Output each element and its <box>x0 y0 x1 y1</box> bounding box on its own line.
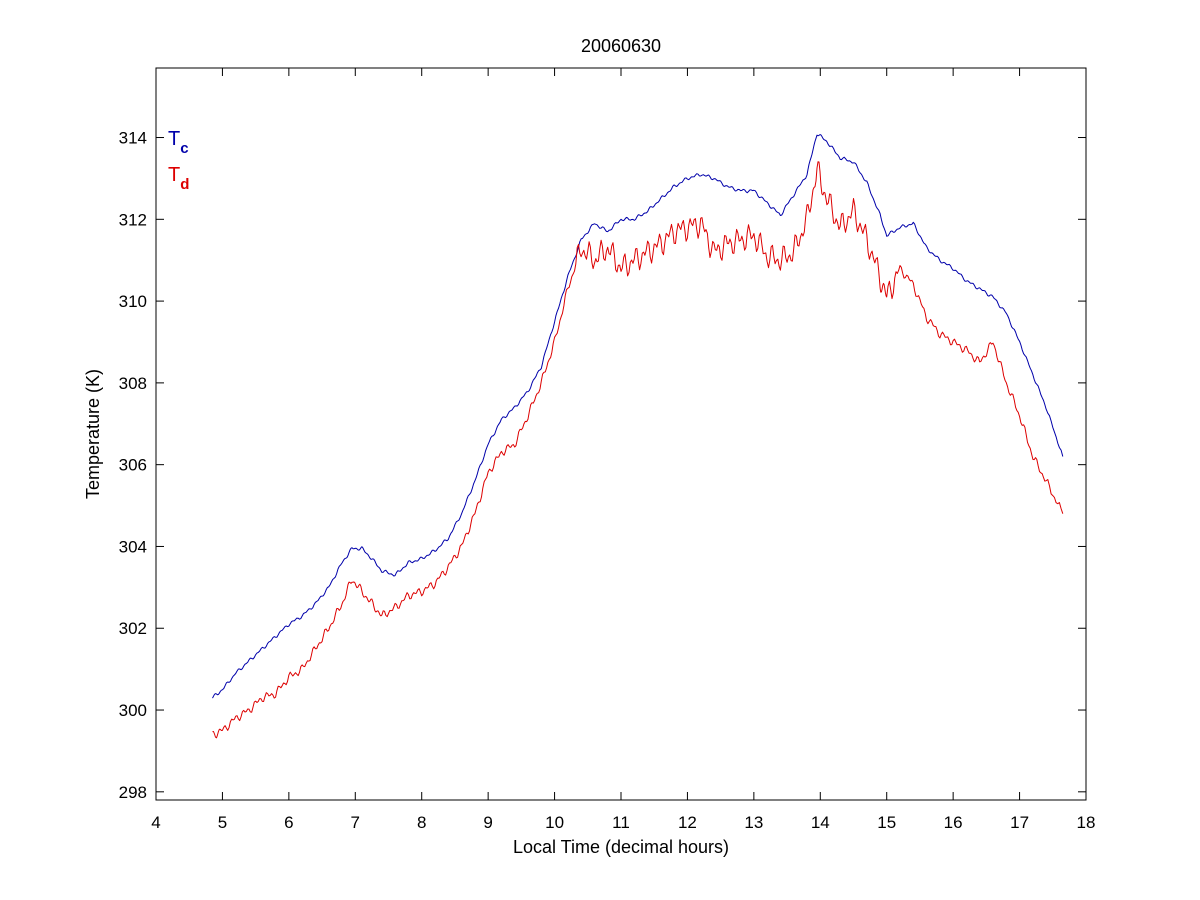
y-tick-label: 308 <box>119 374 147 393</box>
legend-td-symbol: T <box>168 164 180 186</box>
x-axis-ticks: 4 5 6 7 8 9 10 11 12 13 14 15 16 17 18 <box>151 68 1095 832</box>
x-tick-label: 4 <box>151 813 160 832</box>
legend-item-td: Td <box>168 164 189 193</box>
plot-area <box>212 134 1064 739</box>
legend-tc-symbol: T <box>168 128 180 150</box>
y-axis-ticks: 298 300 302 304 306 308 310 312 314 <box>119 129 1086 802</box>
x-tick-label: 10 <box>545 813 564 832</box>
legend-tc-subscript: c <box>180 140 188 157</box>
x-tick-label: 14 <box>811 813 830 832</box>
x-tick-label: 9 <box>483 813 492 832</box>
series-line-tc <box>212 134 1064 699</box>
x-tick-label: 6 <box>284 813 293 832</box>
x-tick-label: 7 <box>351 813 360 832</box>
y-tick-label: 302 <box>119 619 147 638</box>
y-axis-title: Temperature (K) <box>83 369 103 499</box>
y-tick-label: 300 <box>119 701 147 720</box>
y-tick-label: 312 <box>119 210 147 229</box>
y-tick-label: 304 <box>119 537 147 556</box>
x-tick-label: 18 <box>1077 813 1096 832</box>
x-tick-label: 17 <box>1010 813 1029 832</box>
chart-title: 20060630 <box>581 36 661 56</box>
legend: Tc Td <box>168 128 189 193</box>
x-tick-label: 8 <box>417 813 426 832</box>
x-tick-label: 5 <box>218 813 227 832</box>
x-tick-label: 15 <box>877 813 896 832</box>
y-tick-label: 298 <box>119 783 147 802</box>
x-axis-title: Local Time (decimal hours) <box>513 837 729 857</box>
y-tick-label: 306 <box>119 456 147 475</box>
legend-item-tc: Tc <box>168 128 189 157</box>
x-tick-label: 12 <box>678 813 697 832</box>
series-line-td <box>212 161 1064 739</box>
y-tick-label: 314 <box>119 129 147 148</box>
x-tick-label: 11 <box>612 813 630 832</box>
x-tick-label: 13 <box>744 813 763 832</box>
x-tick-label: 16 <box>944 813 963 832</box>
y-tick-label: 310 <box>119 292 147 311</box>
legend-td-subscript: d <box>180 176 189 193</box>
